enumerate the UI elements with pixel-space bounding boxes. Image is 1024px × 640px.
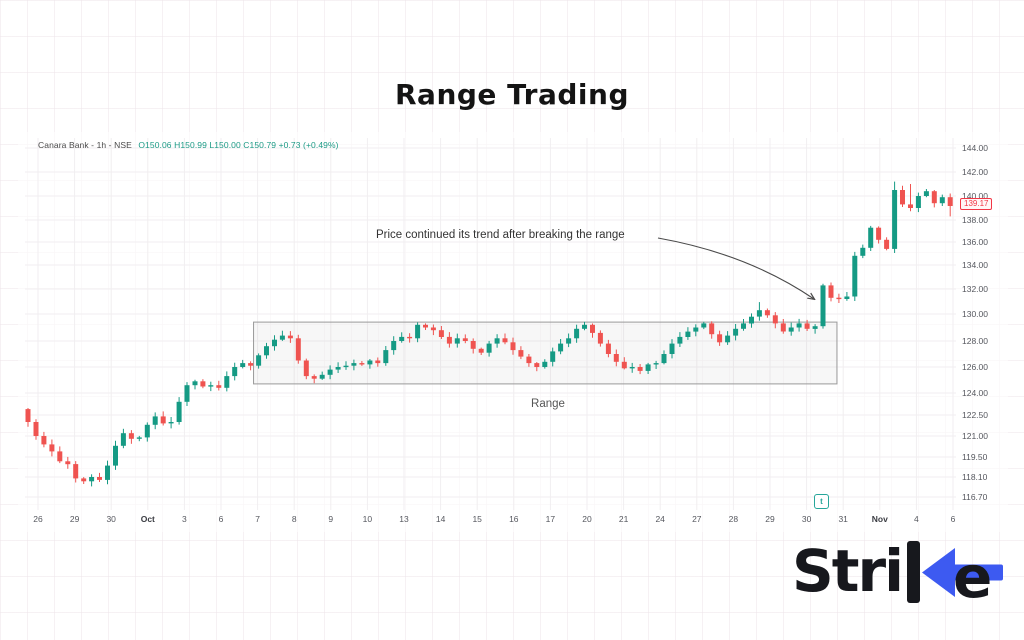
price-axis-label: 119.50 <box>962 452 988 462</box>
price-axis-label: 132.00 <box>962 284 988 294</box>
time-axis-label: 10 <box>362 514 373 524</box>
time-axis-label: 15 <box>472 514 482 524</box>
strike-logo-ke-arrow-icon: e <box>906 541 1003 605</box>
time-axis-label: 13 <box>399 514 409 524</box>
time-axis-label: 21 <box>618 514 629 524</box>
time-axis-label: Nov <box>871 514 888 524</box>
strike-logo: Stri e <box>792 538 1005 610</box>
annotation-arrow <box>657 237 814 299</box>
price-axis-label: 138.00 <box>962 215 988 225</box>
time-axis-label: 26 <box>33 514 43 524</box>
price-axis-label: 134.00 <box>962 260 988 270</box>
price-axis-label: 122.50 <box>962 410 988 420</box>
time-axis-label: 3 <box>182 514 187 524</box>
last-price-badge: 139.17 <box>960 198 993 210</box>
price-axis-label: 136.00 <box>962 237 988 247</box>
time-axis-label: 4 <box>914 514 919 524</box>
ticker-symbol: Canara Bank - 1h - NSE <box>38 140 132 150</box>
price-axis-label: 118.10 <box>962 472 988 482</box>
price-axis-label: 124.00 <box>962 388 988 398</box>
time-axis-label: 14 <box>435 514 446 524</box>
time-axis-label: 7 <box>255 514 260 524</box>
time-axis-label: Oct <box>140 514 155 524</box>
time-axis-label: 27 <box>692 514 702 524</box>
range-box-label: Range <box>531 398 565 410</box>
strike-logo-suffix: e <box>953 543 992 605</box>
time-axis-label: 8 <box>291 514 297 524</box>
range-box <box>253 321 838 385</box>
price-axis-label: 126.00 <box>962 362 988 372</box>
time-axis-label: 30 <box>801 514 812 524</box>
time-axis-label: 9 <box>328 514 334 524</box>
time-axis-label: 6 <box>950 514 956 524</box>
price-axis-label: 116.70 <box>962 492 988 502</box>
time-axis-label: 20 <box>582 514 592 524</box>
ticker-readout: Canara Bank - 1h - NSE O150.06 H150.99 L… <box>38 140 339 150</box>
time-axis-label: 29 <box>69 514 80 524</box>
time-axis-label: 17 <box>545 514 556 524</box>
time-axis-label: 31 <box>838 514 848 524</box>
time-axis-label: 24 <box>655 514 665 524</box>
breakout-annotation: Price continued its trend after breaking… <box>376 229 625 241</box>
price-axis-label: 144.00 <box>962 143 988 153</box>
candlestick-series <box>25 181 953 487</box>
strike-logo-prefix: Stri <box>792 537 904 605</box>
page-title: Range Trading <box>394 78 629 111</box>
time-axis-label: 30 <box>106 514 116 524</box>
price-axis-label: 140.00 <box>962 191 988 201</box>
price-axis-label: 130.00 <box>962 309 988 319</box>
time-axis-label: 16 <box>509 514 519 524</box>
price-axis-label: 142.00 <box>962 167 988 177</box>
time-axis-label: 6 <box>218 514 224 524</box>
time-axis-label: 29 <box>765 514 775 524</box>
price-axis-label: 128.00 <box>962 336 988 346</box>
time-axis-label: 28 <box>728 514 739 524</box>
ticker-ohlc-values: O150.06 H150.99 L150.00 C150.79 +0.73 (+… <box>138 140 339 150</box>
price-axis-label: 121.00 <box>962 431 988 441</box>
event-marker-icon: t <box>814 494 829 509</box>
